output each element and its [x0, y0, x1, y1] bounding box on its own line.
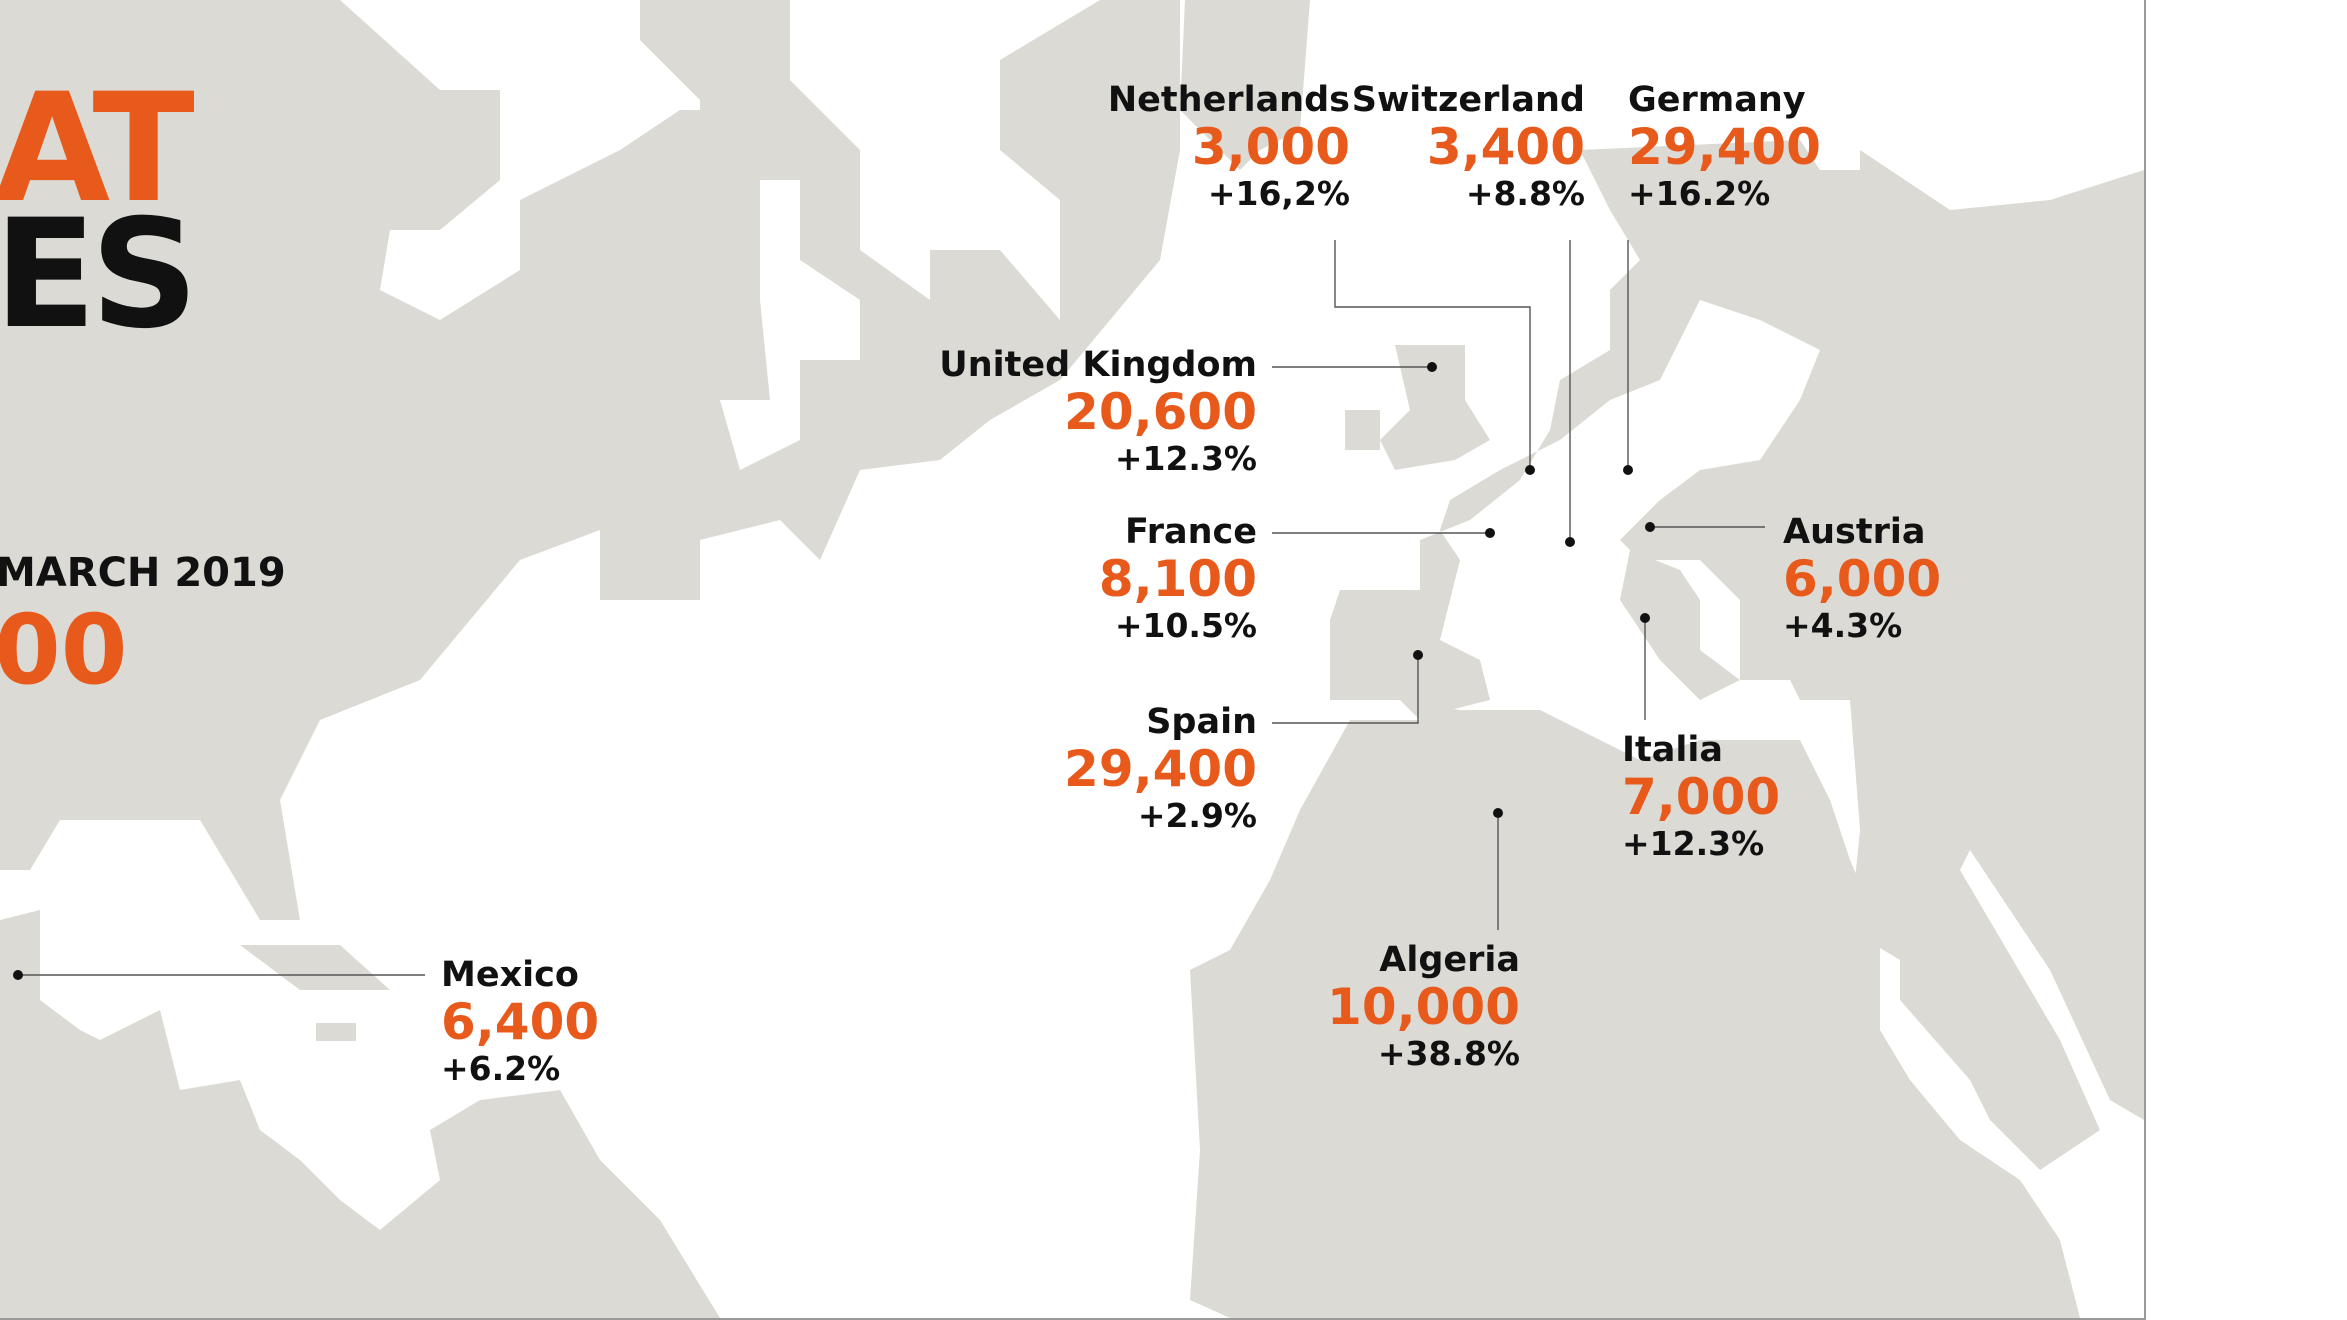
austria-label: Austria 6,000 +4.3%: [1783, 512, 1941, 645]
switzerland-change: +8.8%: [1465, 174, 1585, 214]
title-line-2: ES: [0, 188, 198, 362]
netherlands-label: Netherlands 3,000 +16,2%: [1108, 80, 1350, 213]
germany-label: Germany 29,400 +16.2%: [1628, 80, 1821, 213]
germany-change: +16.2%: [1628, 174, 1771, 214]
germany-value: 29,400: [1628, 118, 1821, 177]
title-line-1: AT: [0, 62, 195, 236]
greenland-landmass: [1180, 0, 1310, 170]
leader-lines: [13, 240, 1765, 980]
austria-value: 6,000: [1783, 550, 1942, 609]
austria-marker: [1645, 522, 1655, 532]
map-panel: AT ES MARCH 2019 00 Netherlands 3,000 +1…: [0, 0, 2146, 1320]
italia-marker: [1640, 613, 1650, 623]
france-change: +10.5%: [1114, 606, 1257, 646]
mexico-change: +6.2%: [441, 1049, 561, 1089]
mexico-value: 6,400: [441, 993, 600, 1052]
netherlands-name: Netherlands: [1107, 80, 1350, 120]
switzerland-marker: [1565, 537, 1575, 547]
netherlands-change: +16,2%: [1207, 174, 1350, 214]
mexico-label: Mexico 6,400 +6.2%: [441, 955, 599, 1088]
africa-landmass: [1190, 700, 2080, 1318]
netherlands-value: 3,000: [1191, 118, 1350, 177]
uk-label: United Kingdom 20,600 +12.3%: [939, 345, 1257, 478]
austria-name: Austria: [1783, 512, 1926, 552]
france-label: France 8,100 +10.5%: [1099, 512, 1257, 645]
italia-label: Italia 7,000 +12.3%: [1622, 730, 1780, 863]
france-name: France: [1125, 512, 1257, 552]
algeria-value: 10,000: [1327, 978, 1520, 1037]
switzerland-label: Switzerland 3,400 +8.8%: [1352, 80, 1585, 213]
caribbean-island: [240, 945, 390, 990]
central-america-landmass: [0, 910, 720, 1318]
mexico-name: Mexico: [441, 955, 579, 995]
italia-change: +12.3%: [1622, 824, 1765, 864]
italia-name: Italia: [1622, 730, 1723, 770]
austria-change: +4.3%: [1783, 606, 1903, 646]
europe-landmass: [1330, 140, 2144, 1170]
germany-name: Germany: [1628, 80, 1806, 120]
algeria-marker: [1493, 808, 1503, 818]
uk-landmass: [1380, 345, 1490, 470]
mexico-marker: [13, 970, 23, 980]
switzerland-name: Switzerland: [1351, 80, 1585, 120]
algeria-change: +38.8%: [1377, 1034, 1520, 1074]
switzerland-value: 3,400: [1426, 118, 1585, 177]
uk-marker: [1427, 362, 1437, 372]
germany-marker: [1623, 465, 1633, 475]
uk-change: +12.3%: [1114, 439, 1257, 479]
uk-value: 20,600: [1064, 383, 1257, 442]
netherlands-marker: [1525, 465, 1535, 475]
spain-change: +2.9%: [1137, 796, 1257, 836]
period-label: MARCH 2019: [0, 550, 286, 596]
italia-value: 7,000: [1622, 768, 1781, 827]
algeria-label: Algeria 10,000 +38.8%: [1327, 940, 1520, 1073]
caribbean-island-small: [316, 1023, 356, 1041]
north-america-landmass: [0, 0, 1180, 920]
france-value: 8,100: [1098, 550, 1257, 609]
netherlands-leader: [1334, 240, 1531, 470]
france-marker: [1485, 528, 1495, 538]
spain-label: Spain 29,400 +2.9%: [1064, 702, 1257, 835]
total-value: 00: [0, 594, 128, 706]
world-map: [0, 0, 2144, 1318]
uk-name: United Kingdom: [939, 345, 1257, 385]
spain-name: Spain: [1146, 702, 1257, 742]
ireland-landmass: [1345, 410, 1380, 450]
spain-leader: [1272, 655, 1419, 724]
spain-value: 29,400: [1064, 740, 1257, 799]
algeria-name: Algeria: [1379, 940, 1520, 980]
italy-landmass: [1620, 550, 1740, 700]
spain-marker: [1413, 650, 1423, 660]
